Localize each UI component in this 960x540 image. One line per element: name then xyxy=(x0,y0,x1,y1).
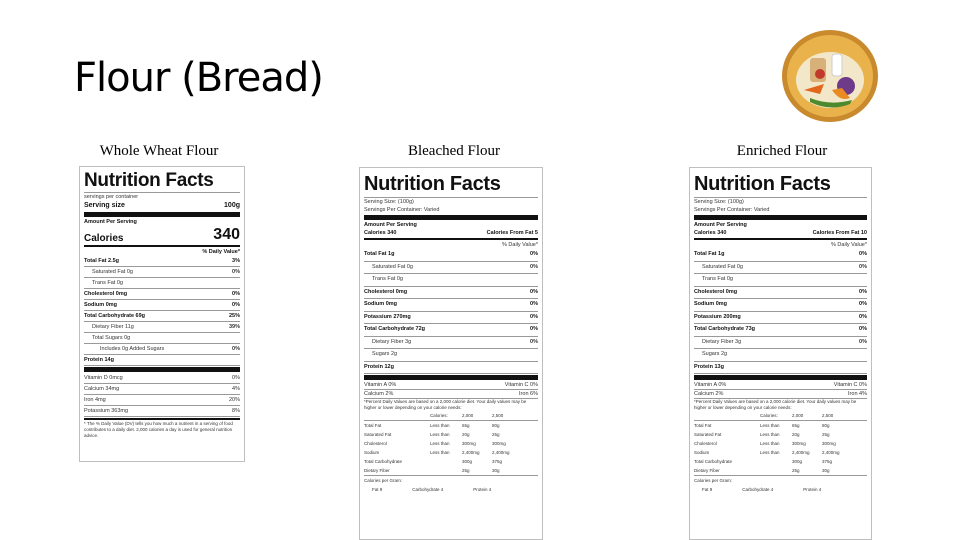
nutrient-row: Sodium 0mg 0% xyxy=(84,302,240,308)
daily-values-table-row: Total Carbohydrate 300g 375g xyxy=(364,459,503,464)
calories-row: Calories 340 Calories From Fat 5 xyxy=(364,230,538,236)
nutrient-row: Sodium 0mg 0% xyxy=(364,301,538,307)
daily-values-table: Calories: 2,000 2,500 Total Fat Less than 65g… xyxy=(364,411,538,475)
serving-size: Serving Size: (100g) xyxy=(694,199,744,205)
nutrient-row: Total Fat 2.5g 3% xyxy=(84,258,240,264)
amount-per-serving: Amount Per Serving xyxy=(84,219,137,225)
serving-size: Serving Size: (100g) xyxy=(364,199,414,205)
column-label-enriched: Enriched Flour xyxy=(736,143,828,159)
nutrient-row: Dietary Fiber 3g 0% xyxy=(372,338,538,345)
calories-per-gram-label: Calories per Gram: xyxy=(694,478,733,483)
nutrition-facts-heading: Nutrition Facts xyxy=(364,173,501,195)
footnote: * The % Daily Value (DV) tells you how m… xyxy=(84,421,233,438)
daily-values-table-row: Total Fat Less than 65g 80g xyxy=(694,423,830,428)
nutrient-row: Cholesterol 0mg 0% xyxy=(84,291,240,297)
nutrient-row: Dietary Fiber 3g 0% xyxy=(702,338,867,345)
food-badge-icon xyxy=(782,30,878,122)
column-label-bleached: Bleached Flour xyxy=(407,143,501,159)
nutrient-list: Total Fat 1g 0% Saturated Fat 0g 0% Trans Fa… xyxy=(364,249,538,374)
calories-per-gram: Fat 9 Carbohydrate 4 Protein 4 xyxy=(372,487,492,492)
nutrient-row: Trans Fat 0g xyxy=(92,280,123,286)
nutrient-row: Saturated Fat 0g 0% xyxy=(702,263,867,270)
vitamin-row: Iron 4mg 20% xyxy=(84,397,240,403)
nutrient-row: Total Carbohydrate 72g 0% xyxy=(364,326,538,332)
daily-values-table-row: Sodium Less than 2,400mg 2,400mg xyxy=(694,450,840,455)
nutrient-row: Sodium 0mg 0% xyxy=(694,301,867,307)
servings-per-container: Servings Per Container: Varied xyxy=(694,207,770,213)
nutrition-facts-heading: Nutrition Facts xyxy=(84,170,214,191)
daily-values-table-header: Calories: 2,000 2,500 xyxy=(364,411,538,421)
nutrient-row: Saturated Fat 0g 0% xyxy=(92,269,240,275)
nutrient-row: Cholesterol 0mg 0% xyxy=(364,288,538,295)
nutrient-row: Total Carbohydrate 69g 25% xyxy=(84,313,240,319)
vitamin-row: Potassium 363mg 8% xyxy=(84,408,240,414)
calories-per-gram-label: Calories per Gram: xyxy=(364,478,403,483)
nutrient-row: Sugars 2g xyxy=(702,351,728,357)
daily-values-table-row: Total Fat Less than 65g 80g xyxy=(364,423,500,428)
vitamin-list: Vitamin D 0mcg 0% Calcium 34mg 4% Iron 4mg 20… xyxy=(84,373,240,417)
nutrient-row: Dietary Fiber 11g 39% xyxy=(92,324,240,330)
nutrient-row: Potassium 270mg 0% xyxy=(364,313,538,320)
slide-title: Flour (Bread) xyxy=(74,55,324,101)
column-label-whole-wheat: Whole Wheat Flour xyxy=(99,143,219,159)
nutrient-row: Total Carbohydrate 73g 0% xyxy=(694,326,867,332)
nutrient-row: Potassium 200mg 0% xyxy=(694,313,867,320)
nutrient-row: Includes 0g Added Sugars 0% xyxy=(100,346,240,352)
vitamin-row: Calcium 34mg 4% xyxy=(84,386,240,392)
nutrition-facts-heading: Nutrition Facts xyxy=(694,173,831,195)
daily-values-table-row: Cholesterol Less than 300mg 300mg xyxy=(694,441,836,446)
vitamin-row: Vitamin A 0% Vitamin C 0% xyxy=(364,382,538,388)
footnote: *Percent Daily Values are based on a 2,0… xyxy=(364,399,527,410)
daily-values-table: Calories: 2,000 2,500 Total Fat Less than 65g… xyxy=(694,411,867,475)
calories-per-gram: Fat 9 Carbohydrate 4 Protein 4 xyxy=(702,487,822,492)
nutrient-row: Protein 13g xyxy=(694,363,724,370)
nutrient-row: Trans Fat 0g xyxy=(372,276,403,282)
nutrient-row: Total Fat 1g 0% xyxy=(694,251,867,257)
nutrient-row: Cholesterol 0mg 0% xyxy=(694,288,867,295)
mineral-row: Calcium 2% Iron 4% xyxy=(694,391,867,397)
daily-values-table-row: Dietary Fiber 25g 30g xyxy=(694,468,830,473)
nutrition-label-enriched: Nutrition Facts Serving Size: (100g) Ser… xyxy=(689,167,872,540)
servings-per-container: servings per container xyxy=(84,194,139,200)
daily-values-table-row: Total Carbohydrate 300g 375g xyxy=(694,459,833,464)
daily-value-header: % Daily Value* xyxy=(502,242,538,248)
daily-values-table-row: Saturated Fat Less than 20g 25g xyxy=(364,432,500,437)
vitamin-row: Vitamin D 0mcg 0% xyxy=(84,375,240,381)
nutrient-row: Trans Fat 0g xyxy=(702,276,733,282)
nutrient-row: Sugars 2g xyxy=(372,351,398,357)
nutrition-label-whole-wheat: Nutrition Facts servings per container S… xyxy=(79,166,245,462)
footnote: *Percent Daily Values are based on a 2,0… xyxy=(694,399,857,410)
serving-size: Serving size 100g xyxy=(84,202,240,209)
daily-value-header: % Daily Value* xyxy=(202,249,240,255)
calories-row: Calories 340 xyxy=(84,226,240,244)
nutrient-row: Protein 14g xyxy=(84,357,114,363)
nutrient-list: Total Fat 1g 0% Saturated Fat 0g 0% Trans Fa… xyxy=(694,249,867,374)
amount-per-serving: Amount Per Serving xyxy=(364,222,417,228)
mineral-row: Calcium 2% Iron 6% xyxy=(364,391,538,397)
nutrient-row: Total Sugars 0g xyxy=(92,335,131,341)
daily-value-header: % Daily Value* xyxy=(831,242,867,248)
daily-values-table-row: Saturated Fat Less than 20g 25g xyxy=(694,432,830,437)
daily-values-table-row: Sodium Less than 2,400mg 2,400mg xyxy=(364,450,510,455)
daily-values-table-row: Dietary Fiber 25g 30g xyxy=(364,468,500,473)
nutrition-label-bleached: Nutrition Facts Serving Size: (100g) Ser… xyxy=(359,167,543,540)
calories-row: Calories 340 Calories From Fat 10 xyxy=(694,230,867,236)
vitamin-row: Vitamin A 0% Vitamin C 0% xyxy=(694,382,867,388)
daily-values-table-row: Cholesterol Less than 300mg 300mg xyxy=(364,441,506,446)
nutrient-row: Total Fat 1g 0% xyxy=(364,251,538,257)
daily-values-table-header: Calories: 2,000 2,500 xyxy=(694,411,867,421)
nutrient-row: Protein 12g xyxy=(364,363,394,370)
servings-per-container: Servings Per Container: Varied xyxy=(364,207,440,213)
nutrient-row: Saturated Fat 0g 0% xyxy=(372,263,538,270)
amount-per-serving: Amount Per Serving xyxy=(694,222,747,228)
nutrient-list: Total Fat 2.5g 3% Saturated Fat 0g 0% Trans … xyxy=(84,256,240,366)
